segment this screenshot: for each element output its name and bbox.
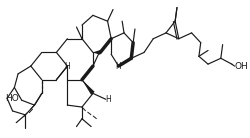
Text: H: H — [64, 62, 70, 71]
Polygon shape — [82, 80, 94, 95]
Polygon shape — [92, 50, 100, 55]
Text: OH: OH — [234, 62, 247, 71]
Text: H: H — [115, 62, 121, 71]
Text: H: H — [105, 95, 111, 104]
Text: HO: HO — [5, 94, 19, 103]
